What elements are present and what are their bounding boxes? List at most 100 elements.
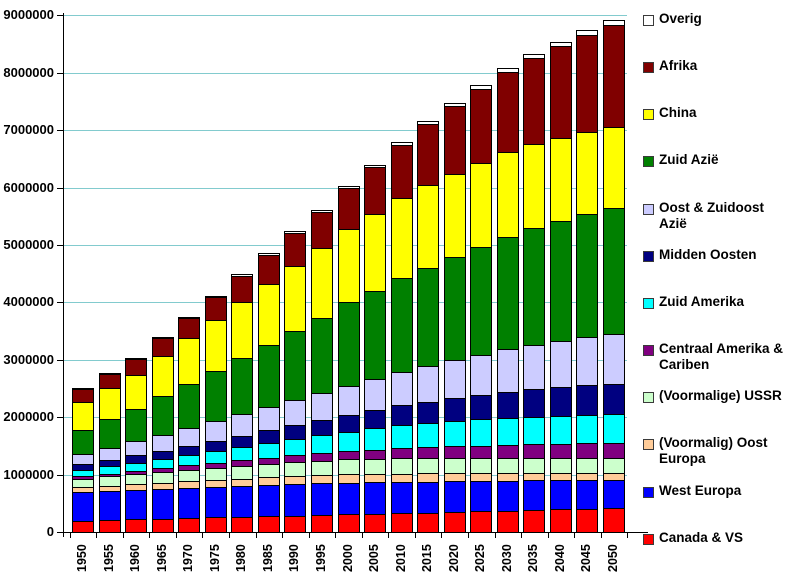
y-axis-tick [57,475,63,476]
bar-segment-overig [523,54,545,59]
legend-label-centraal-amerika-cariben: Centraal Amerika & Cariben [659,341,784,372]
legend-item-china: China [643,105,799,147]
y-axis-tick [57,245,63,246]
bar-segment-overig [178,317,200,319]
legend-swatch-zuid-amerika [643,298,654,309]
legend-item-zuid-azie: Zuid Azië [643,152,799,194]
x-axis-tick [149,532,150,538]
y-gridline [63,73,627,74]
x-axis-tick [521,532,522,538]
y-axis-label: 2000000 [3,409,54,424]
y-axis-label: 1000000 [3,467,54,482]
bar-segment-overig [205,296,227,298]
legend-item-afrika: Afrika [643,58,799,100]
legend-label-midden-oosten: Midden Oosten [659,247,757,262]
y-axis-tick [57,417,63,418]
legend-label-oost-zuidoost-azie: Oost & Zuidoost Azië [659,200,764,231]
legend-swatch-voormalig-oost-europa [643,439,654,450]
bar-segment-overig [576,30,598,36]
bar-segment-overig [550,42,572,47]
legend-label-afrika: Afrika [659,58,698,73]
bar-segment-overig [231,274,253,277]
bar-segment-overig [258,253,280,256]
legend-swatch-west-europa [643,487,654,498]
x-axis-tick [202,532,203,538]
legend-swatch-china [643,109,654,120]
x-axis-tick [627,532,628,538]
bar-segment-overig [470,85,492,90]
bar-segment-overig [417,121,439,125]
y-axis-tick [57,532,63,533]
bar-segment-overig [311,210,333,213]
bar-segment-overig [391,142,413,146]
x-axis-tick [176,532,177,538]
y-axis-tick [57,188,63,189]
y-axis-tick [57,73,63,74]
x-axis-tick [96,532,97,538]
legend-item-overig: Overig [643,11,799,53]
y-axis-tick [57,15,63,16]
y-gridline [63,130,627,131]
legend-swatch-oost-zuidoost-azie [643,204,654,215]
legend-swatch-canada-vs [643,534,654,545]
legend-label-voormalig-oost-europa: (Voormalig) Oost Europa [659,435,768,466]
y-axis-label: 9000000 [3,7,54,22]
bar-segment-overig [444,103,466,107]
x-axis-tick [309,532,310,538]
y-axis-label: 0 [46,524,54,539]
bar-segment-overig [125,358,147,360]
legend-swatch-voormalige-ussr [643,392,654,403]
legend-swatch-afrika [643,62,654,73]
legend-swatch-midden-oosten [643,251,654,262]
x-axis-tick [335,532,336,538]
y-axis-label: 4000000 [3,294,54,309]
x-axis-tick [256,532,257,538]
y-axis-label: 5000000 [3,237,54,252]
x-axis-tick [388,532,389,538]
y-axis-line [63,13,64,537]
bar-segment-overig [99,373,121,375]
y-axis-tick [57,360,63,361]
legend-item-canada-vs: Canada & VS [643,530,799,572]
x-axis-tick [70,532,71,538]
legend-item-zuid-amerika: Zuid Amerika [643,294,799,336]
legend-item-midden-oosten: Midden Oosten [643,247,799,289]
legend-swatch-overig [643,15,654,26]
legend-swatch-centraal-amerika-cariben [643,345,654,356]
legend-label-overig: Overig [659,11,702,26]
legend-label-voormalige-ussr: (Voormalige) USSR [659,388,782,403]
bar-segment-overig [284,231,306,234]
bar-segment-overig [152,337,174,339]
x-axis-tick [441,532,442,538]
y-axis-label: 3000000 [3,352,54,367]
y-axis-tick [57,302,63,303]
bar-segment-overig [603,20,625,26]
x-axis-tick [282,532,283,538]
bar-segment-overig [497,68,519,73]
y-axis-label: 7000000 [3,122,54,137]
x-axis-tick [468,532,469,538]
x-axis-tick [415,532,416,538]
x-axis-tick [495,532,496,538]
y-axis-tick [57,130,63,131]
y-gridline [63,15,627,16]
legend-item-voormalig-oost-europa: (Voormalig) Oost Europa [643,435,799,477]
legend-label-canada-vs: Canada & VS [659,530,744,545]
legend-label-zuid-amerika: Zuid Amerika [659,294,745,309]
x-axis-tick [548,532,549,538]
x-axis-tick [123,532,124,538]
legend-item-centraal-amerika-cariben: Centraal Amerika & Cariben [643,341,799,383]
x-axis-tick [601,532,602,538]
legend-item-oost-zuidoost-azie: Oost & Zuidoost Azië [643,200,799,242]
legend-swatch-zuid-azie [643,156,654,167]
legend-label-west-europa: West Europa [659,483,742,498]
bar-segment-overig [364,165,386,168]
legend-label-china: China [659,105,697,120]
x-axis-tick [229,532,230,538]
bar-segment-overig [72,388,94,390]
legend-item-voormalige-ussr: (Voormalige) USSR [643,388,799,430]
y-axis-label: 8000000 [3,65,54,80]
y-axis-label: 6000000 [3,180,54,195]
